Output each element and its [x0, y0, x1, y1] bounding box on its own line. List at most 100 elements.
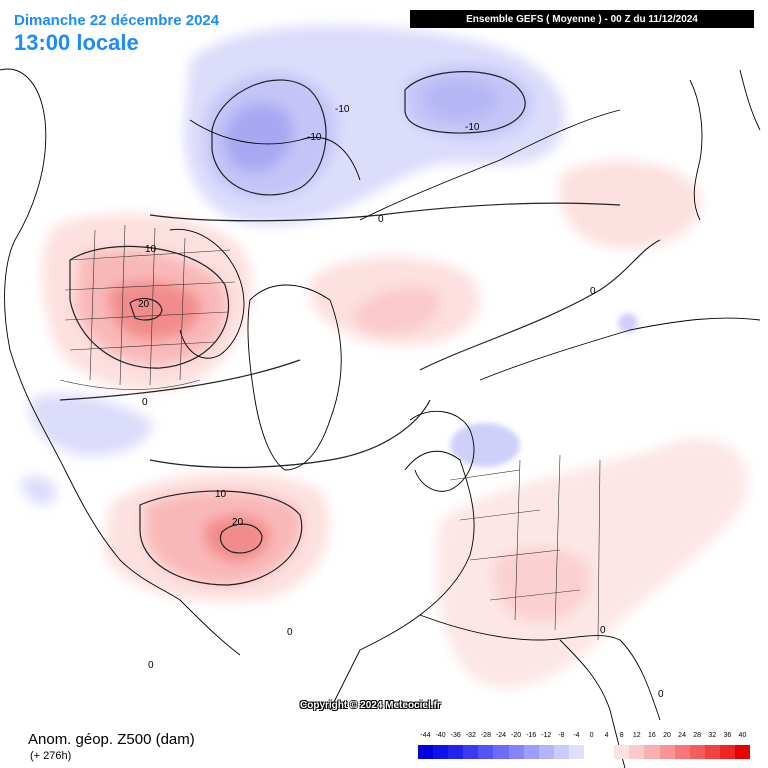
- legend-tick-labels: -44 -40 -36 -32 -28 -24 -20 -16 -12 -8 -4 0 4 8 12 16 20…: [410, 732, 750, 744]
- contour-label: 10: [215, 489, 227, 500]
- legend-color-swatch: [734, 745, 751, 759]
- coast-north-america: [0, 68, 241, 656]
- positive-anomaly-siberia: [559, 161, 701, 249]
- contour-label-layer: -10 -10 -10 10 20 10 20 0 0 0 0 0 0 0: [138, 104, 664, 700]
- contour-neg10-alaska: [211, 79, 327, 196]
- legend-color-swatch: [644, 745, 660, 759]
- legend-tick-label: -40: [435, 732, 446, 739]
- contour-20-atlantic: [219, 523, 263, 554]
- lead-time-label: (+ 276h): [30, 750, 72, 762]
- coast-mediterranean: [419, 614, 661, 721]
- contour-label: -10: [335, 104, 350, 115]
- legend-color-swatch: [584, 745, 600, 759]
- color-legend: -44 -40 -36 -32 -28 -24 -20 -16 -12 -8 -4 0 4 8 12 16 20…: [410, 732, 751, 762]
- contour-label: 0: [658, 689, 664, 700]
- coast-japan: [689, 79, 703, 221]
- contour-label: 0: [600, 625, 606, 636]
- legend-color-swatch: [689, 745, 705, 759]
- legend-color-swatch: [448, 745, 464, 759]
- legend-color-swatch: [463, 745, 479, 759]
- positive-anomaly-arctic: [310, 256, 480, 346]
- time-title: 13:00 locale: [14, 30, 139, 55]
- contour-label: 0: [148, 660, 154, 671]
- legend-color-swatch: [599, 745, 615, 759]
- contour-label: 10: [145, 244, 157, 255]
- legend-tick-label: 32: [708, 732, 717, 739]
- legend-tick-label: 40: [738, 732, 747, 739]
- contour-zero-south: [149, 399, 431, 469]
- legend-tick-label: -8: [558, 732, 565, 739]
- legend-tick-label: -12: [541, 732, 552, 739]
- negative-anomaly-bering: [184, 25, 566, 226]
- legend-tick-label: 8: [619, 732, 624, 739]
- legend-tick-label: -44: [420, 732, 431, 739]
- legend-color-swatch: [478, 745, 494, 759]
- coast-alaska: [189, 119, 361, 181]
- variable-label: Anom. géop. Z500 (dam): [28, 731, 195, 748]
- legend-tick-label: 0: [589, 732, 594, 739]
- contour-label: -10: [307, 132, 322, 143]
- legend-tick-label: -20: [511, 732, 522, 739]
- run-info-box: Ensemble GEFS ( Moyenne ) - 00 Z du 11/1…: [410, 10, 754, 28]
- coast-scandinavia: [409, 410, 475, 492]
- legend-color-swatch: [659, 745, 675, 759]
- legend-color-swatch: [614, 745, 630, 759]
- coast-siberia: [359, 109, 621, 221]
- legend-color-swatch: [553, 745, 569, 759]
- legend-color-swatch: [493, 745, 509, 759]
- contour-label: 0: [287, 627, 293, 638]
- legend-tick-label: -32: [465, 732, 476, 739]
- legend-tick-label: 20: [663, 732, 671, 739]
- contour-zero-east: [419, 239, 661, 371]
- legend-color-swatch: [418, 745, 434, 759]
- coast-hudson: [169, 228, 245, 359]
- legend-tick-label: 28: [693, 732, 702, 739]
- state-borders: [59, 224, 601, 641]
- legend-color-swatch: [538, 745, 554, 759]
- legend-tick-label: -16: [526, 732, 537, 739]
- legend-color-swatch: [433, 745, 449, 759]
- coast-asia: [479, 317, 761, 381]
- contour-neg10-siberia: [404, 71, 526, 134]
- legend-tick-label: 36: [723, 732, 732, 739]
- contour-label: 20: [138, 299, 150, 310]
- contour-lines: [59, 71, 661, 586]
- legend-tick-label: -4: [573, 732, 580, 739]
- legend-color-swatch: [704, 745, 720, 759]
- negative-anomaly-scandinavia: [450, 313, 638, 467]
- contour-20-canada: [129, 297, 163, 321]
- legend-tick-label: 24: [678, 732, 686, 739]
- contour-label: 0: [142, 397, 148, 408]
- legend-tick-label: -28: [480, 732, 491, 739]
- run-info-text: Ensemble GEFS ( Moyenne ) - 00 Z du 11/1…: [466, 13, 698, 25]
- legend-color-swatch: [523, 745, 539, 759]
- date-title: Dimanche 22 décembre 2024: [14, 12, 220, 29]
- contour-label: 0: [590, 286, 596, 297]
- legend-color-bar: [418, 745, 751, 759]
- legend-color-swatch: [674, 745, 690, 759]
- legend-tick-label: -36: [450, 732, 461, 739]
- coast-kamchatka: [739, 69, 761, 131]
- coast-europe: [329, 450, 475, 711]
- contour-label: 20: [232, 517, 244, 528]
- coast-greenland: [247, 284, 342, 471]
- contour-10-canada: [69, 245, 230, 369]
- legend-color-swatch: [568, 745, 585, 759]
- contour-label: -10: [465, 122, 480, 133]
- contour-label: 0: [378, 214, 384, 225]
- negative-anomaly-pacific: [20, 393, 152, 505]
- legend-color-swatch: [719, 745, 735, 759]
- legend-tick-label: 4: [604, 732, 609, 739]
- legend-tick-label: -24: [495, 732, 507, 739]
- positive-anomaly-eurasia: [436, 438, 748, 688]
- legend-tick-label: 12: [632, 732, 641, 739]
- contour-10-atlantic: [139, 490, 303, 586]
- copyright-text: Copyright © 2024 Meteociel.fr: [300, 700, 441, 711]
- legend-tick-label: 16: [648, 732, 656, 739]
- contour-zero-mid: [59, 359, 301, 401]
- coastlines: [0, 68, 761, 768]
- contour-zero-north: [149, 202, 621, 222]
- legend-color-swatch: [508, 745, 524, 759]
- legend-color-swatch: [629, 745, 645, 759]
